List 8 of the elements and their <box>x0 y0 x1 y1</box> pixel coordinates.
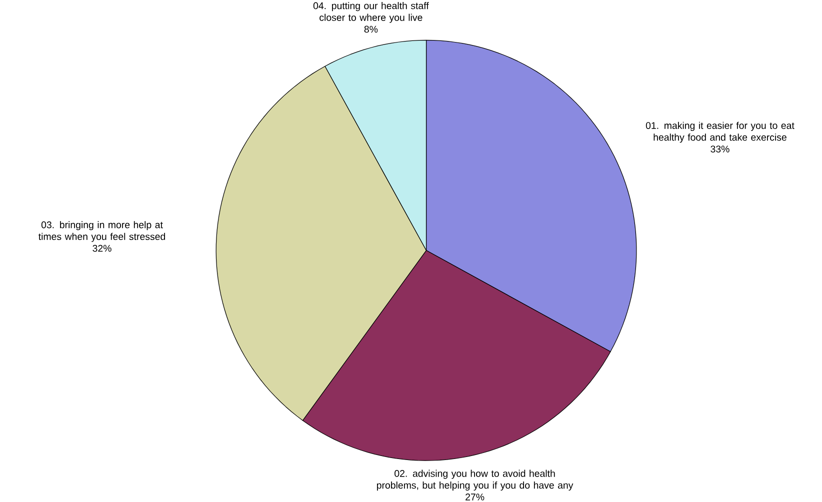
slice-label: 02. advising you how to avoid health problems, but helping you if you do have any <box>376 470 574 490</box>
data-label: 32% <box>92 244 112 252</box>
slice-label: 01. making it easier for you to eat healthy food and take exercise <box>646 122 794 142</box>
data-label: 33% <box>710 145 730 152</box>
data-label: 27% <box>466 493 484 500</box>
data-label: 8% <box>364 26 378 32</box>
slice-label: 04. putting our health staff closer to where you live <box>313 2 429 23</box>
slice-label: 03. bringing in more help at times when you feel stressed <box>38 220 166 242</box>
